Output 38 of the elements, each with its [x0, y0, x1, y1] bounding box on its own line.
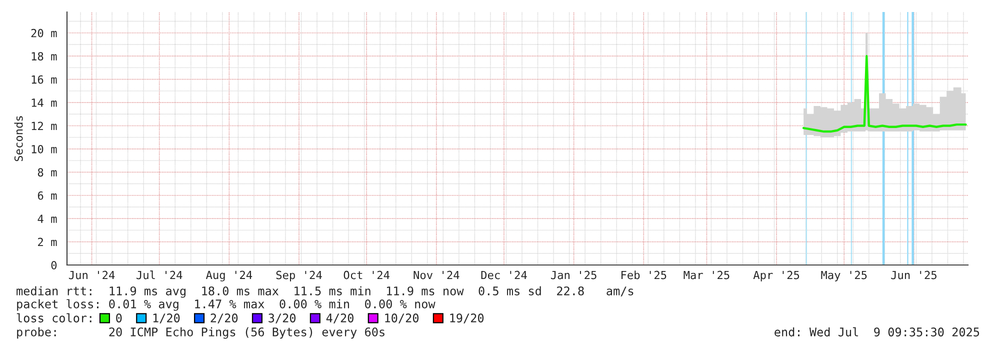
y-tick-label: 10 m: [32, 144, 57, 154]
text: probe: 20 ICMP Echo Pings (56 Bytes) every 60s: [17, 327, 384, 339]
x-tick-label: May '25: [821, 270, 867, 282]
legend-label: 0: [116, 314, 122, 322]
x-tick-label: Apr '25: [753, 270, 800, 282]
y-tick-label: 0: [51, 261, 57, 270]
y-tick-label: 12 m: [32, 122, 57, 130]
legend-title: loss color:: [16, 313, 92, 322]
legend-label: 10/20: [385, 314, 419, 324]
y-tick-label: 18 m: [32, 52, 57, 61]
y-axis-title: Seconds: [14, 116, 23, 162]
y-tick-label: 8 m: [38, 168, 57, 177]
x-tick-label: Mar '25: [684, 270, 730, 280]
x-tick-label: Feb '25: [621, 270, 666, 280]
y-tick-label: 4 m: [38, 214, 57, 223]
y-tick-label: 16 m: [32, 75, 57, 84]
x-tick-label: Jan '25: [550, 270, 596, 280]
text: median rtt: 11.9 ms avg 18.0 ms max 11.5 ms min 11.9 ms now 0.5 ms sd 22.8 am/s: [16, 286, 634, 298]
legend-label: 1/20: [153, 314, 180, 324]
y-tick-label: 2 m: [38, 238, 57, 246]
legend-label: 4/20: [326, 314, 354, 324]
y-tick-label: 20 m: [31, 28, 57, 38]
text: end: Wed Jul 9 09:35:30 2025: [774, 327, 980, 336]
legend-label: 19/20: [450, 314, 484, 324]
text: packet loss: 0.01 % avg 1.47 % max 0.00 % min 0.00 % now: [17, 299, 436, 311]
x-tick-label: Jun '25: [891, 270, 936, 280]
y-tick-label: 6 m: [38, 191, 57, 200]
line-series: [802, 54, 967, 133]
legend-label: 3/20: [268, 314, 296, 324]
x-tick-label: Jun '24: [68, 270, 115, 280]
x-tick-label: Jul '24: [136, 270, 182, 280]
legend-label: 2/20: [210, 314, 238, 324]
y-tick-label: 14 m: [32, 98, 57, 107]
x-tick-label: Nov '24: [414, 270, 460, 280]
x-tick-label: Oct '24: [344, 270, 390, 280]
x-tick-label: Aug '24: [206, 270, 252, 282]
x-tick-label: Sep '24: [276, 270, 322, 282]
x-tick-label: Dec '24: [481, 270, 527, 280]
